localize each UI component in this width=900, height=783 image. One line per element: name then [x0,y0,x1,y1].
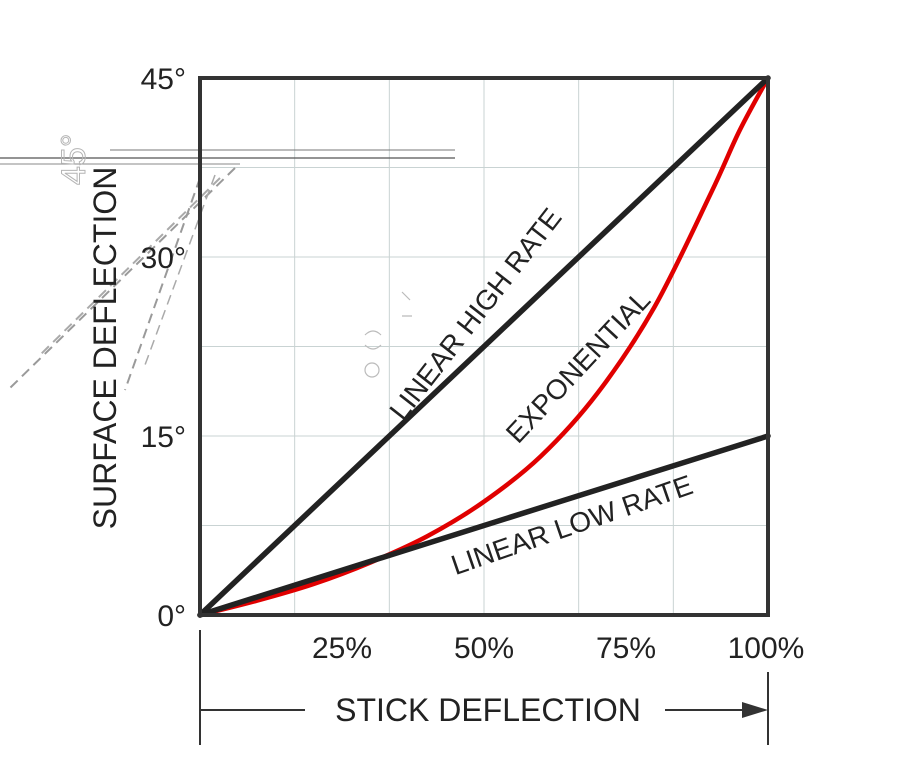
y-tick-labels: 0° 15° 30° 45° [141,63,186,633]
series-line-exponential [197,75,771,618]
y-tick-label: 15° [141,421,186,454]
x-tick-label: 75% [596,632,656,665]
series-layer [197,75,771,618]
series-line-linear-high-rate [197,75,771,618]
arrow-right-icon [742,702,768,718]
series-line-linear-low-rate [197,433,771,618]
ghost-artifact: 45° [0,133,455,391]
y-tick-label: 30° [141,242,186,275]
svg-text:45°: 45° [55,134,93,185]
y-tick-label: 45° [141,63,186,96]
x-tick-label: 25% [312,632,372,665]
plot-frame [198,76,770,617]
x-tick-label: 50% [454,632,514,665]
x-tick-labels: 25% 50% 75% 100% [312,632,804,665]
x-axis-title: STICK DEFLECTION [335,692,641,728]
y-axis-title: SURFACE DEFLECTION [87,167,123,530]
x-tick-label: 100% [728,632,805,665]
x-axis-dimension [199,630,769,745]
y-tick-label: 0° [157,600,186,633]
